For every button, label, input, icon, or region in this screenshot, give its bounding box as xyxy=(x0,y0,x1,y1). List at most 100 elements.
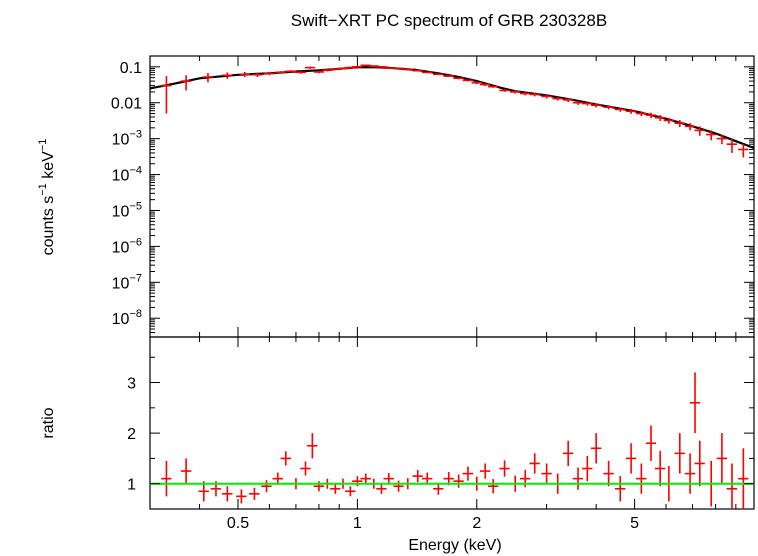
spectrum-data-point xyxy=(520,91,531,96)
ratio-data-point xyxy=(222,486,233,502)
ratio-data-point xyxy=(625,443,637,474)
spectrum-data-point xyxy=(330,68,341,71)
spectrum-panel-frame xyxy=(149,55,755,338)
spectrum-data-point xyxy=(275,71,286,74)
spectrum-data-point xyxy=(529,92,540,97)
spectrum-data-point xyxy=(304,66,316,69)
spectrum-data-point xyxy=(252,72,263,78)
spectrum-data-point xyxy=(705,130,717,141)
ylabel-mid: keV xyxy=(40,151,57,183)
spectrum-x-ticks xyxy=(149,56,755,337)
ratio-data-point xyxy=(499,460,510,477)
spectrum-data-point xyxy=(393,67,404,70)
spectrum-data-point xyxy=(345,66,356,69)
ratio-y-tick-label: 3 xyxy=(127,376,136,393)
ratio-data-point xyxy=(614,476,626,502)
ratio-data-point xyxy=(249,487,260,500)
ratio-data-point xyxy=(529,453,540,474)
spectrum-data-point xyxy=(614,107,626,112)
ratio-data-point xyxy=(562,440,574,466)
ratio-y-axis-label: ratio xyxy=(40,407,57,438)
spectrum-data-point xyxy=(443,75,454,78)
ratio-y-tick-label: 1 xyxy=(127,477,136,494)
ratio-data-point xyxy=(726,463,738,509)
spectrum-data-point xyxy=(509,90,521,94)
spectrum-data-point xyxy=(572,100,584,105)
spectrum-data-point xyxy=(462,79,474,82)
spectrum-data-point xyxy=(337,67,349,70)
spectrum-data-point xyxy=(402,68,413,71)
ratio-data-point xyxy=(603,460,614,487)
ratio-data-point xyxy=(300,461,311,476)
spectrum-data-point xyxy=(499,89,510,92)
spectrum-data-point xyxy=(590,103,602,108)
spectrum-data-point xyxy=(684,123,696,131)
ratio-data-point xyxy=(412,470,423,483)
spectrum-data-point xyxy=(322,69,333,72)
ratio-data-point xyxy=(421,472,433,485)
ratio-data-point xyxy=(261,480,272,493)
spectrum-data-point xyxy=(487,85,499,88)
ratio-data-point xyxy=(360,473,371,484)
ratio-data-point xyxy=(161,460,172,497)
ratio-data-point xyxy=(674,433,685,474)
x-tick-label: 2 xyxy=(472,515,481,532)
ratio-data-point xyxy=(307,433,318,459)
ratio-data-point xyxy=(453,474,464,488)
spectrum-data-point xyxy=(376,66,387,68)
spectrum-data-point xyxy=(552,96,563,101)
y-tick-label: 10−4 xyxy=(112,165,142,185)
ylabel-main: counts s xyxy=(40,196,57,256)
spectrum-data-group xyxy=(161,64,749,158)
ratio-data-point xyxy=(345,486,356,497)
spectrum-data-point xyxy=(582,101,593,106)
ratio-data-point xyxy=(462,466,474,481)
spectrum-data-point xyxy=(674,120,685,128)
ratio-data-point xyxy=(280,451,291,466)
spectrum-data-point xyxy=(625,108,637,114)
y-tick-label: 0.01 xyxy=(111,96,142,113)
spectrum-data-point xyxy=(471,81,482,85)
ratio-data-point xyxy=(433,482,444,495)
spectrum-data-point xyxy=(716,134,727,145)
spectrum-data-point xyxy=(295,71,306,74)
spectrum-data-point xyxy=(738,144,749,158)
spectrum-data-point xyxy=(421,71,433,74)
x-axis-label: Energy (keV) xyxy=(408,537,501,554)
spectrum-data-point xyxy=(694,126,705,136)
x-tick-label: 1 xyxy=(353,515,362,532)
ylabel-sup1: −1 xyxy=(37,183,49,196)
ratio-data-point xyxy=(272,472,283,485)
spectrum-data-point xyxy=(313,70,325,74)
y-tick-label: 10−5 xyxy=(112,200,142,220)
spectrum-y-ticks: 0.1 0.01 10−3 10−4 10−5 10−6 10−7 10−8 xyxy=(111,55,754,338)
y-tick-label: 10−6 xyxy=(112,236,142,256)
spectrum-data-point xyxy=(383,67,394,69)
spectrum-data-point xyxy=(603,105,614,110)
spectrum-data-point xyxy=(654,115,666,121)
y-tick-label: 10−7 xyxy=(112,272,142,292)
spectrum-data-point xyxy=(433,73,444,76)
spectrum-y-axis-label: counts s−1 keV−1 xyxy=(37,139,57,256)
spectrum-data-point xyxy=(352,66,363,68)
ratio-data-point xyxy=(479,463,491,479)
x-tick-label: 5 xyxy=(630,515,639,532)
ratio-data-point xyxy=(654,450,666,487)
spectrum-data-point xyxy=(264,71,275,76)
x-tick-label: 0.5 xyxy=(227,515,249,532)
y-tick-label: 10−8 xyxy=(112,308,142,328)
ylabel-sup2: −1 xyxy=(37,139,49,152)
spectrum-data-point xyxy=(479,83,491,87)
chart-title: Swift−XRT PC spectrum of GRB 230328B xyxy=(291,11,607,30)
spectrum-data-point xyxy=(663,117,674,124)
ratio-data-point xyxy=(352,476,363,487)
spectrum-data-point xyxy=(726,138,738,153)
ratio-data-point xyxy=(716,433,727,484)
ratio-data-point xyxy=(236,489,247,504)
ratio-data-point xyxy=(330,483,341,494)
ratio-data-point xyxy=(313,481,325,492)
ratio-data-point xyxy=(645,425,657,461)
ratio-data-point xyxy=(383,473,394,485)
ratio-data-point xyxy=(689,372,701,434)
